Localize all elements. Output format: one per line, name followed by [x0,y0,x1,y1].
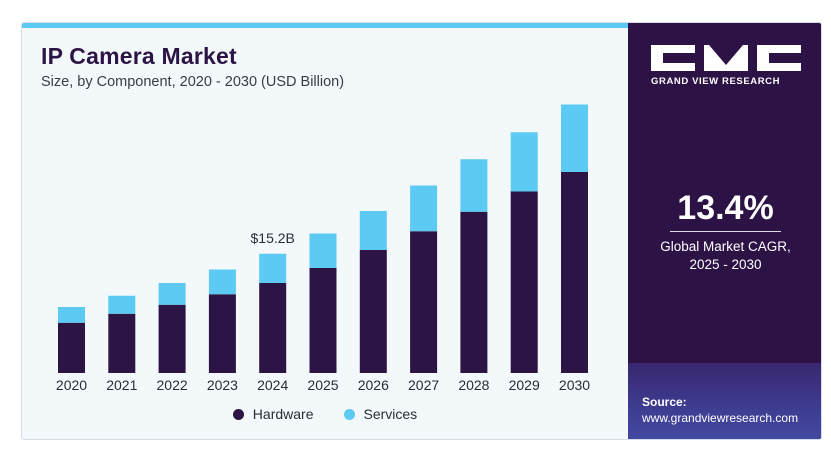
bar-hardware-2030 [561,172,588,373]
data-label: $15.2B [251,230,295,246]
source-band [628,363,821,439]
x-tick-label: 2029 [509,377,540,393]
cagr-value: 13.4% [677,189,774,227]
x-tick-label: 2028 [458,377,489,393]
x-tick-label: 2026 [358,377,389,393]
bar-services-2027 [410,185,438,232]
bar-services-2025 [309,233,337,268]
bar-hardware-2029 [510,191,538,373]
chart-card: IP Camera Market Size, by Component, 202… [21,22,822,440]
chart-title: IP Camera Market [41,43,237,69]
accent-bar [22,23,628,28]
bar-hardware-2020 [58,322,85,373]
x-tick-label: 2024 [257,377,288,393]
x-tick-label: 2027 [408,377,439,393]
logo-mark-icon [651,45,801,71]
chart-subtitle: Size, by Component, 2020 - 2030 (USD Bil… [41,74,345,90]
x-tick-label: 2023 [207,377,238,393]
bar-hardware-2025 [309,268,337,373]
legend-swatch [232,408,244,420]
bar-services-2029 [510,132,538,192]
bar-services-2020 [58,307,85,323]
bar-hardware-2027 [410,231,438,373]
x-tick-label: 2021 [106,377,137,393]
source-link[interactable]: www.grandviewresearch.com [642,411,799,425]
cagr-label: Global Market CAGR, 2025 - 2030 [660,239,791,272]
bar-services-2030 [561,104,588,172]
bar-services-2026 [359,211,387,250]
info-panel: GRAND VIEW RESEARCH 13.4% Global Market … [628,23,821,439]
legend-item-hardware: Hardware [232,406,314,422]
bar-hardware-2021 [108,313,136,373]
x-tick-label: 2030 [559,377,590,393]
bar-hardware-2022 [158,304,186,373]
legend-swatch [343,408,355,420]
brand-logo: GRAND VIEW RESEARCH [651,45,801,87]
legend: Hardware Services [22,406,628,422]
bar-hardware-2023 [208,294,236,373]
bar-services-2028 [460,159,488,212]
bar-services-2022 [158,283,186,305]
x-tick-label: 2020 [56,377,87,393]
legend-label: Services [363,406,418,422]
x-tick-label: 2025 [307,377,338,393]
legend-label: Hardware [252,406,314,422]
bar-hardware-2024 [259,283,287,373]
bar-services-2024 [259,253,287,283]
bar-hardware-2028 [460,211,488,373]
x-tick-label: 2022 [157,377,188,393]
bar-chart: 2020 2021 2022 2023 2024 2025 2026 2027 2028 2029… [56,104,590,393]
source-label: Source: [642,395,687,409]
brand-name: GRAND VIEW RESEARCH [651,76,781,87]
bar-services-2023 [208,269,236,295]
bar-hardware-2026 [359,250,387,373]
cagr-divider [670,231,781,232]
bar-services-2021 [108,295,136,314]
legend-item-services: Services [343,406,418,422]
